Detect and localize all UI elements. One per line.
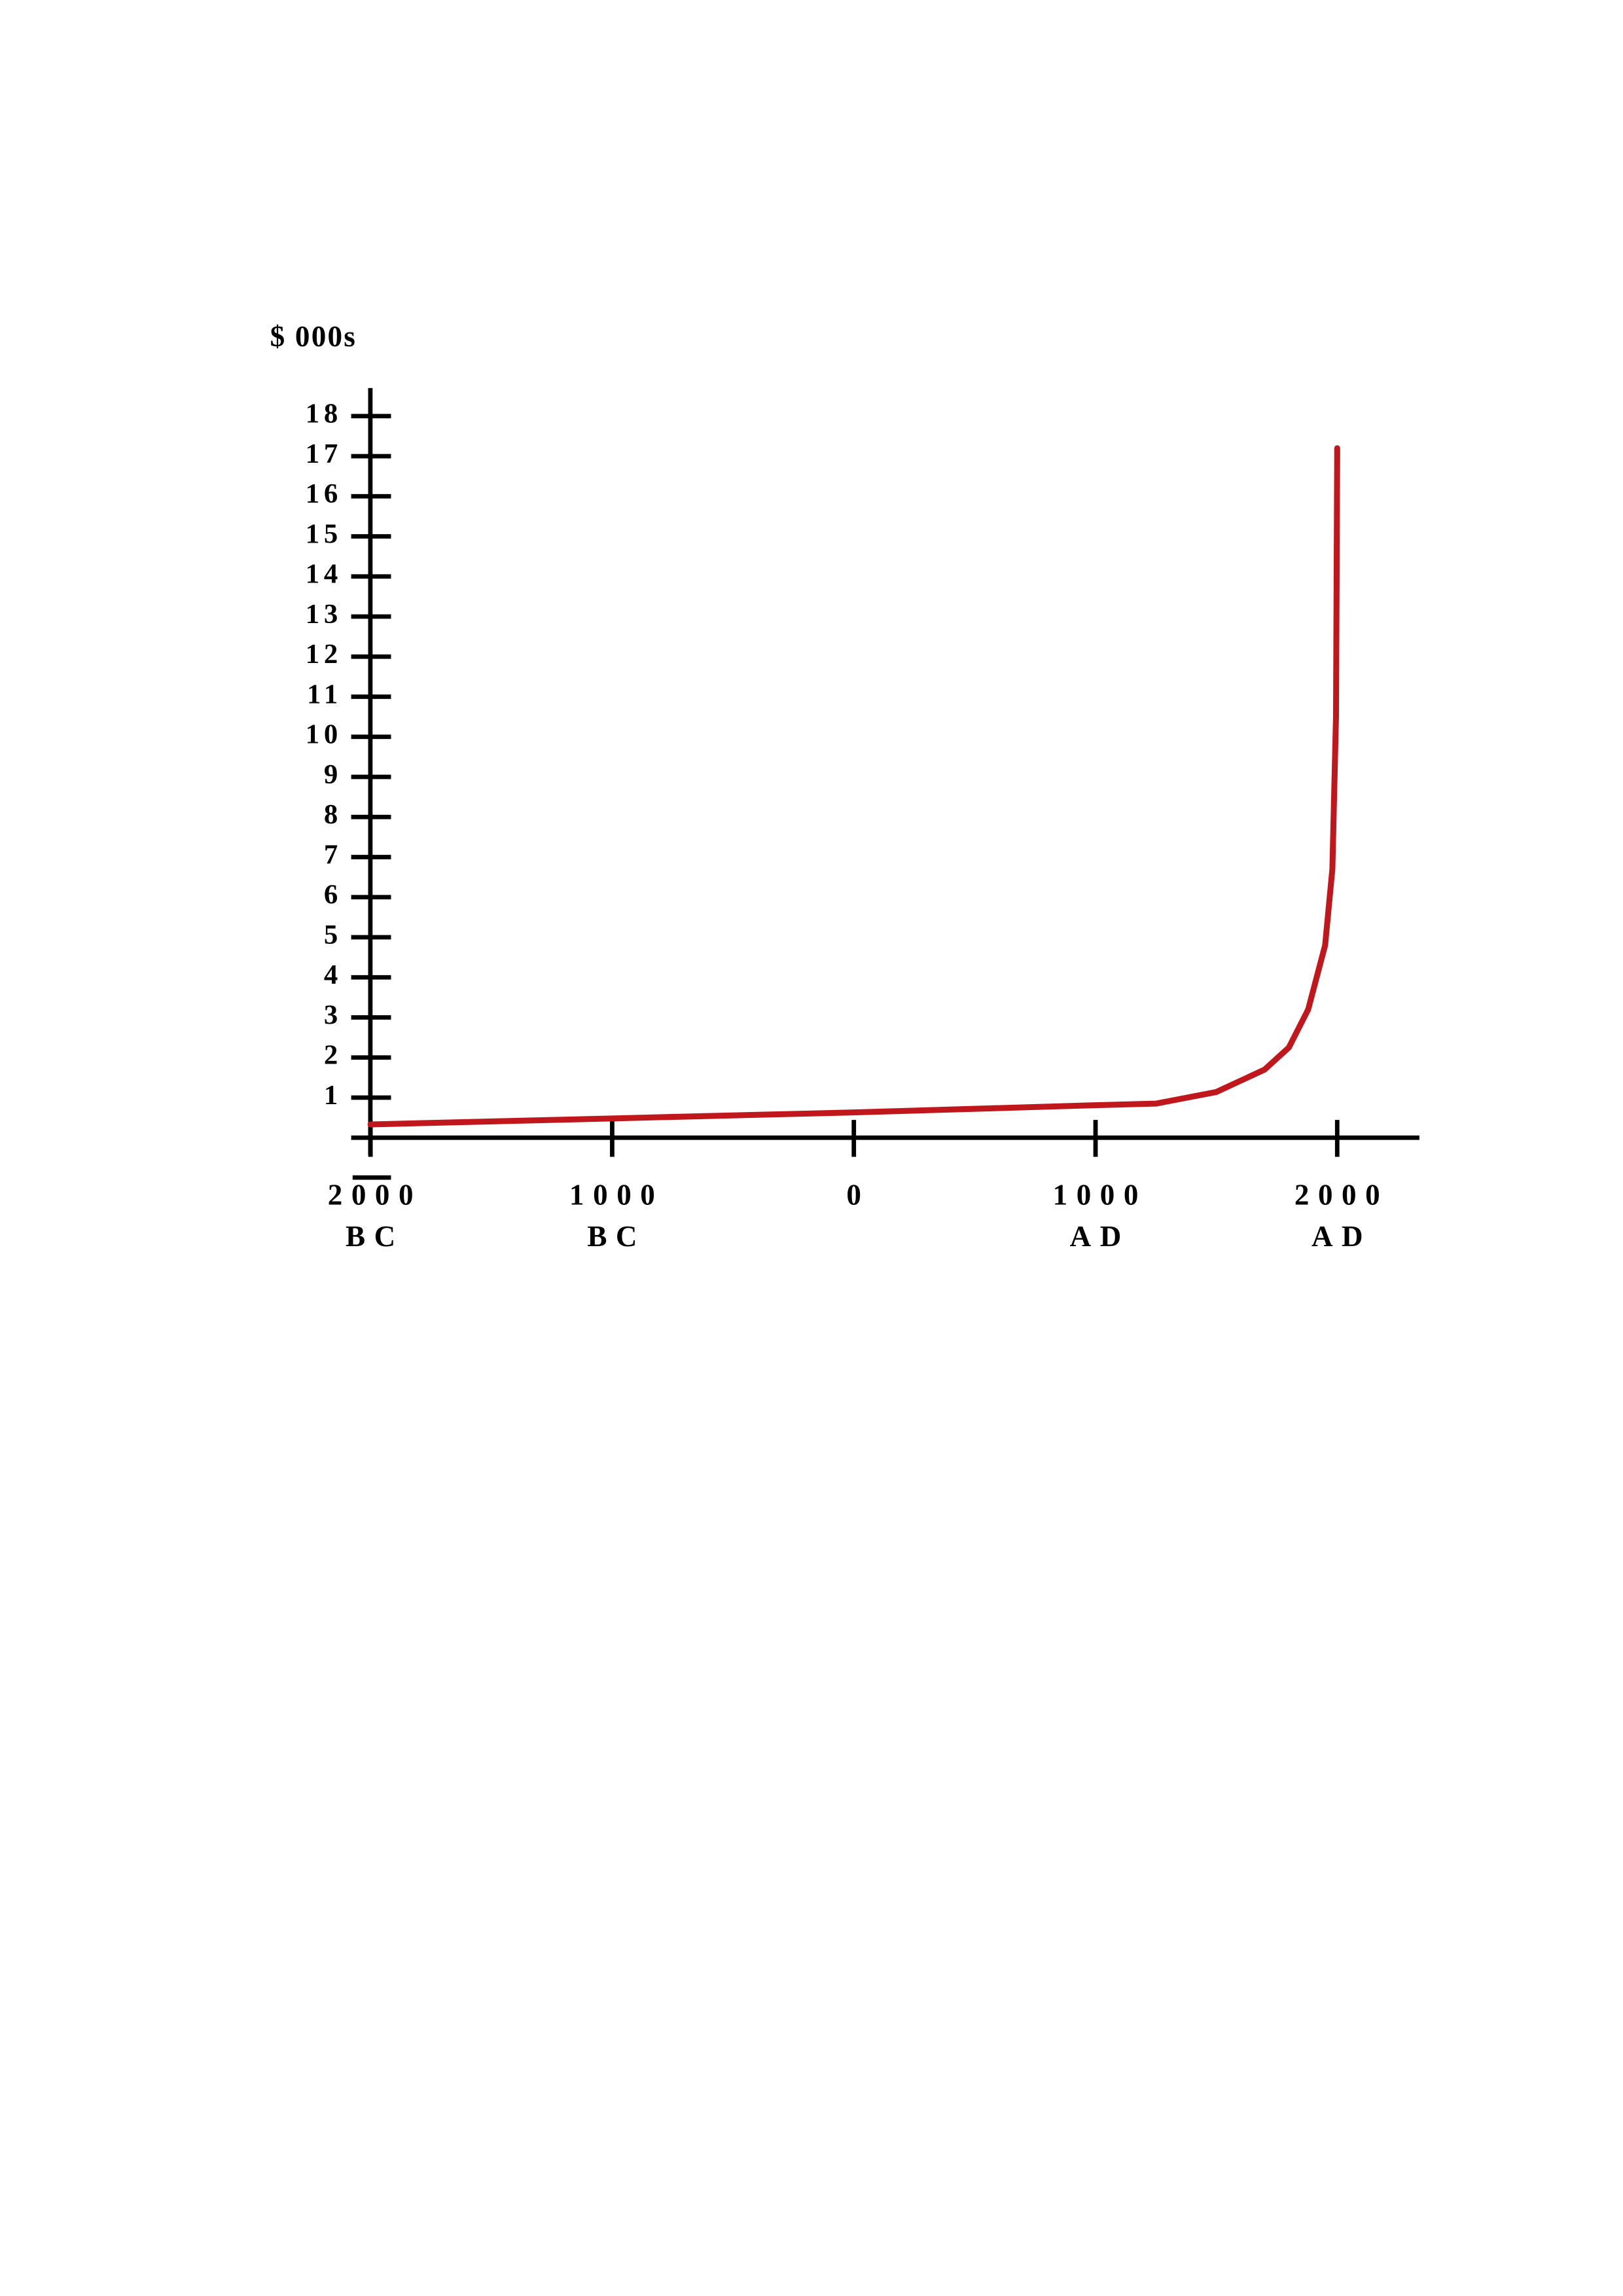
x-tick-label: 2000 BC (328, 1179, 422, 1253)
x-tick-label: 0 (846, 1179, 870, 1211)
y-tick-label: 7 (324, 839, 342, 870)
y-tick-label: 6 (324, 880, 342, 910)
y-tick-label: 8 (324, 799, 342, 830)
x-tick-label: 1000 AD (1053, 1179, 1147, 1253)
y-tick-label: 17 (306, 439, 342, 469)
data-line (367, 445, 1340, 1128)
x-tick-label: 2000 AD (1294, 1179, 1389, 1253)
y-tick-label: 11 (307, 679, 342, 709)
y-tick-label: 2 (324, 1040, 342, 1071)
y-tick-label: 1 (324, 1080, 342, 1111)
y-tick-label: 4 (324, 960, 342, 990)
y-tick-label: 10 (306, 719, 342, 750)
y-tick-label: 16 (306, 478, 342, 509)
y-tick-label: 13 (306, 599, 342, 630)
y-axis-title: $ 000s (270, 320, 357, 353)
y-tick-label: 15 (306, 518, 342, 549)
y-tick-label: 9 (324, 759, 342, 790)
y-tick-label: 18 (306, 399, 342, 429)
y-tick-label: 14 (306, 559, 342, 590)
y-tick-label: 3 (324, 999, 342, 1030)
y-tick-label: 12 (306, 639, 342, 670)
y-tick-label: 5 (324, 920, 342, 950)
x-tick-label: 1000 BC (569, 1179, 664, 1253)
